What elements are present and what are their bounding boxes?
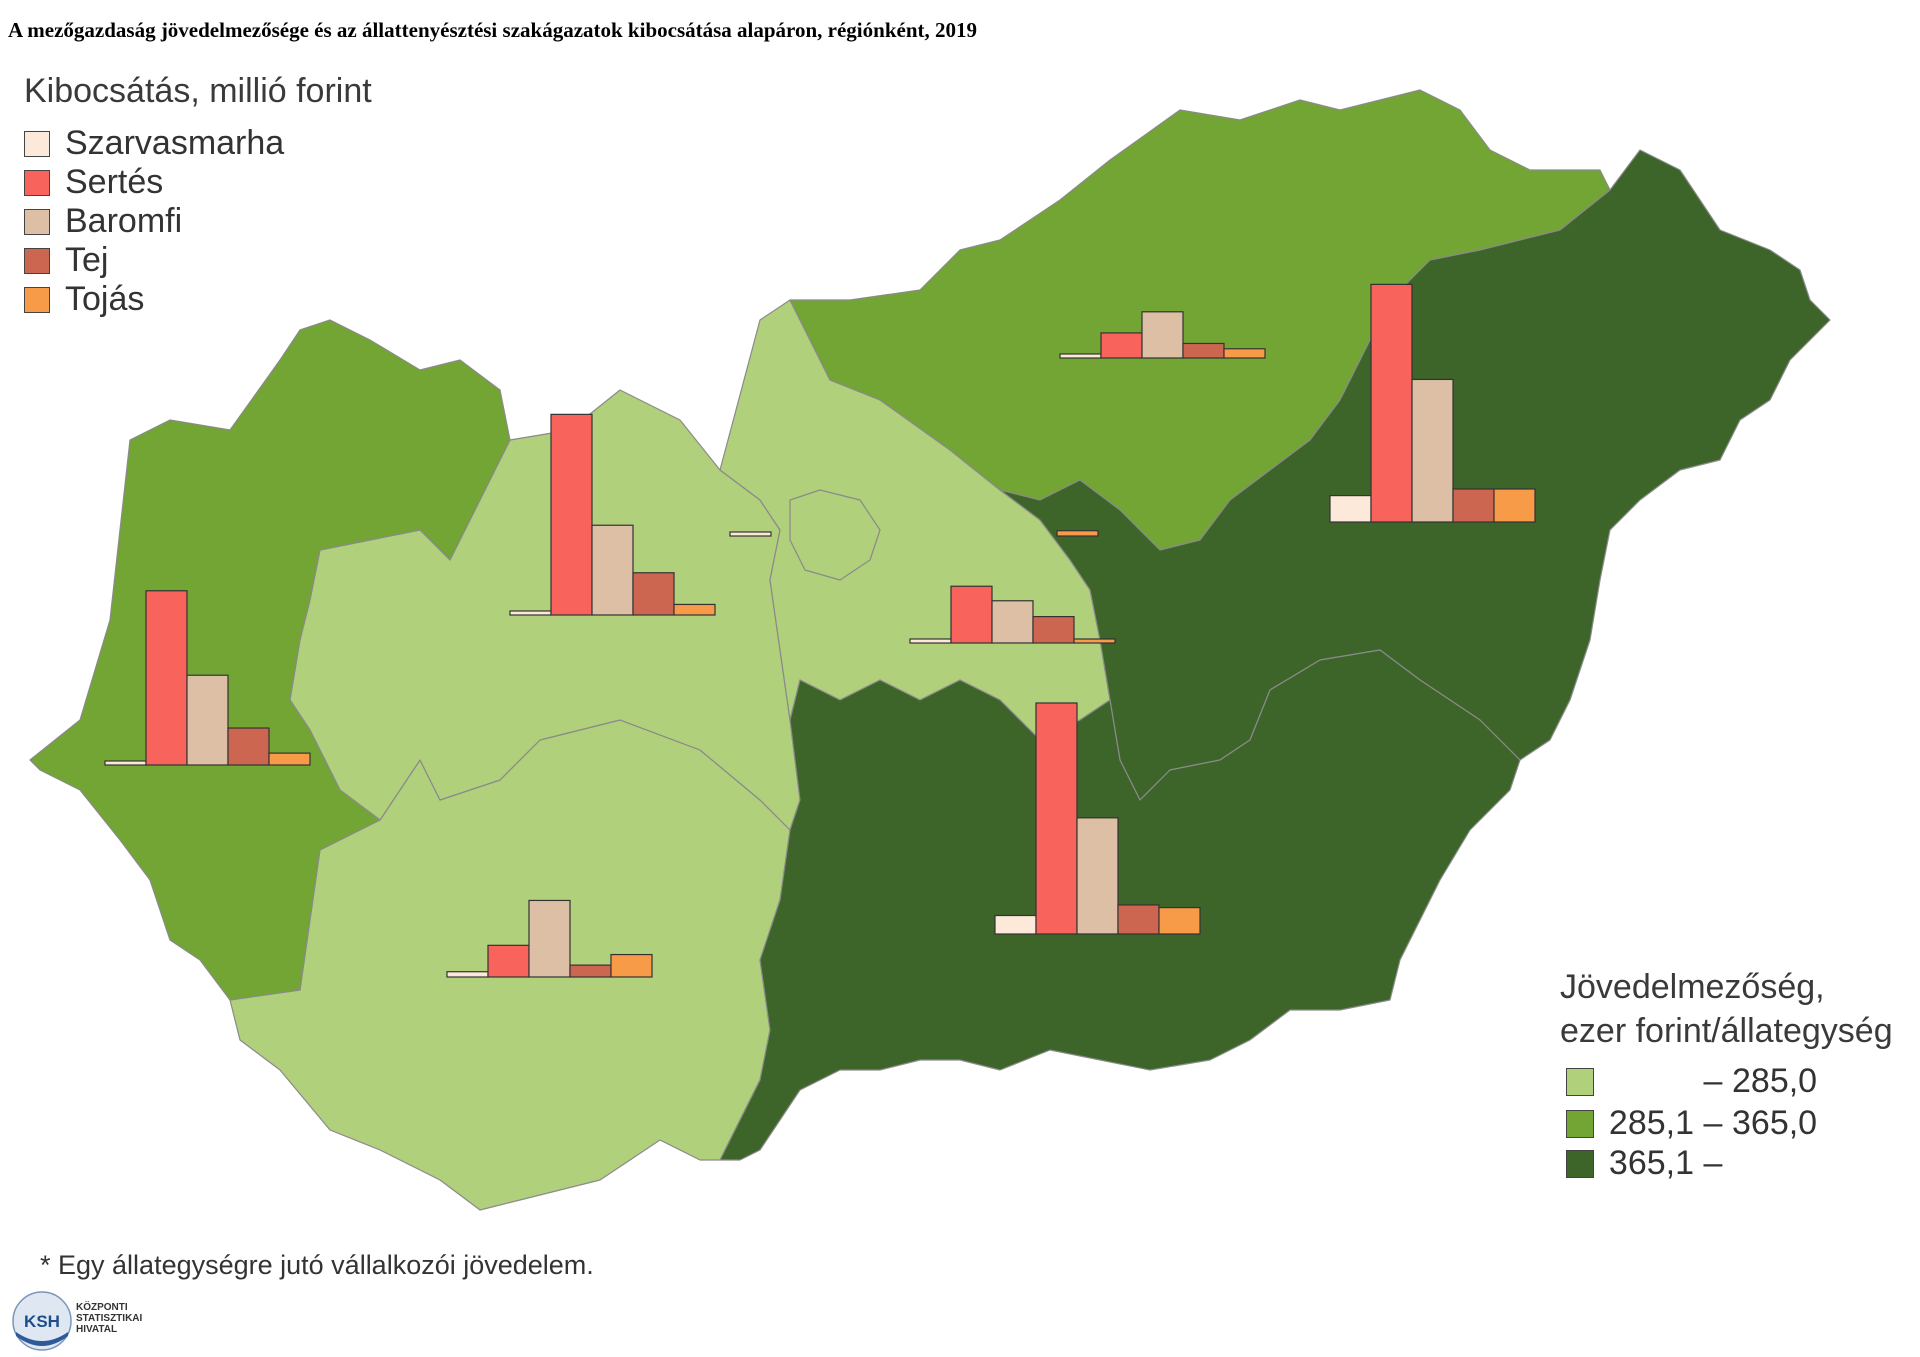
legend-swatch <box>24 247 50 274</box>
bar-group <box>104 590 311 766</box>
legend-label: Sertés <box>65 163 164 201</box>
bar-szarvasmarha <box>729 531 772 537</box>
logo-line-1: KÖZPONTI <box>76 1302 128 1313</box>
bar-sertés <box>145 590 188 766</box>
bar-szarvasmarha <box>104 760 147 766</box>
bar-tej <box>1117 904 1160 935</box>
legend-class-mid: 285,1 – 365,0 <box>1566 1104 1817 1143</box>
class-high-bound: 365,0 <box>1732 1104 1818 1142</box>
bar-szarvasmarha <box>509 610 552 616</box>
choropleth-legend-title-1: Jövedelmezőség, <box>1560 968 1825 1006</box>
bar-tojás <box>1223 348 1266 359</box>
bar-sertés <box>1035 702 1078 935</box>
chart-title: A mezőgazdaság jövedelmezősége és az áll… <box>8 18 977 42</box>
bar-baromfi <box>1411 378 1454 523</box>
legend-item-sertes: Sertés <box>24 163 163 202</box>
bar-sertés <box>950 585 993 644</box>
legend-label: Szarvasmarha <box>65 124 285 162</box>
bar-tej <box>569 964 612 978</box>
legend-item-tej: Tej <box>24 241 108 280</box>
legend-label: Tojás <box>65 280 145 318</box>
bar-baromfi <box>528 899 571 978</box>
bar-szarvasmarha <box>1059 353 1102 359</box>
choropleth-legend-title-2: ezer forint/állategység <box>1560 1012 1893 1050</box>
bar-szarvasmarha <box>994 914 1037 935</box>
bar-baromfi <box>591 524 634 616</box>
bar-baromfi <box>186 674 229 766</box>
footnote: * Egy állategységre jutó vállalkozói jöv… <box>40 1250 594 1280</box>
bar-szarvasmarha <box>1329 495 1372 523</box>
bar-group <box>994 702 1201 935</box>
legend-swatch <box>24 208 50 235</box>
bar-tojás <box>1493 488 1536 523</box>
bar-group <box>729 531 772 537</box>
class-high-bound: 285,0 <box>1732 1062 1818 1100</box>
bar-sertés <box>1370 283 1413 523</box>
bar-tojás <box>1056 530 1099 537</box>
bar-baromfi <box>991 600 1034 644</box>
bar-tej <box>1452 488 1495 523</box>
class-dash: – <box>1703 1062 1723 1100</box>
legend-swatch <box>24 130 50 157</box>
legend-swatch <box>24 169 50 196</box>
legend-item-tojas: Tojás <box>24 280 144 319</box>
logo-line-3: HIVATAL <box>76 1324 118 1335</box>
bar-szarvasmarha <box>446 971 489 978</box>
bar-sertés <box>550 413 593 616</box>
bar-group <box>509 413 716 616</box>
region-budapest <box>789 489 881 581</box>
legend-class-low: – 285,0 <box>1566 1062 1817 1101</box>
bar-legend-title: Kibocsátás, millió forint <box>24 72 372 110</box>
bar-baromfi <box>1141 311 1184 359</box>
legend-swatch <box>24 286 50 313</box>
bar-tej <box>632 572 675 616</box>
class-dash: – <box>1703 1104 1723 1142</box>
bar-tojás <box>673 603 716 616</box>
bar-tojás <box>268 752 311 766</box>
bar-tojás <box>1073 638 1116 644</box>
bar-group <box>1056 530 1099 537</box>
bar-szarvasmarha <box>909 638 952 644</box>
ksh-logo: KSH <box>12 1291 72 1351</box>
logo-abbr: KSH <box>24 1312 60 1331</box>
bar-tej <box>227 727 270 766</box>
bar-group <box>1329 283 1536 523</box>
bar-tej <box>1182 342 1225 359</box>
legend-label: Tej <box>65 241 109 279</box>
bar-group <box>446 899 653 978</box>
legend-item-szarvasmarha: Szarvasmarha <box>24 124 284 163</box>
legend-swatch <box>1566 1109 1594 1138</box>
legend-swatch <box>1566 1149 1594 1178</box>
legend-label: Baromfi <box>65 202 183 240</box>
logo-line-2: STATISZTIKAI <box>76 1313 143 1324</box>
bar-group <box>909 585 1116 644</box>
bar-sertés <box>487 944 530 978</box>
region-nyugat-dunantul[interactable] <box>29 319 511 1001</box>
logo-text: KÖZPONTI STATISZTIKAI HIVATAL <box>76 1302 142 1335</box>
legend-swatch <box>1566 1067 1594 1096</box>
bar-sertés <box>1100 332 1143 359</box>
bar-tej <box>1032 615 1075 644</box>
bar-baromfi <box>1076 817 1119 935</box>
class-low-bound: 285,1 <box>1608 1104 1694 1142</box>
class-dash: – <box>1703 1144 1723 1182</box>
legend-item-baromfi: Baromfi <box>24 202 182 241</box>
class-low-bound: 365,1 <box>1608 1144 1694 1182</box>
bar-groups <box>104 283 1536 978</box>
legend-class-high: 365,1 – <box>1566 1144 1732 1183</box>
bar-tojás <box>1158 906 1201 935</box>
bar-tojás <box>610 953 653 978</box>
bar-group <box>1059 311 1266 359</box>
